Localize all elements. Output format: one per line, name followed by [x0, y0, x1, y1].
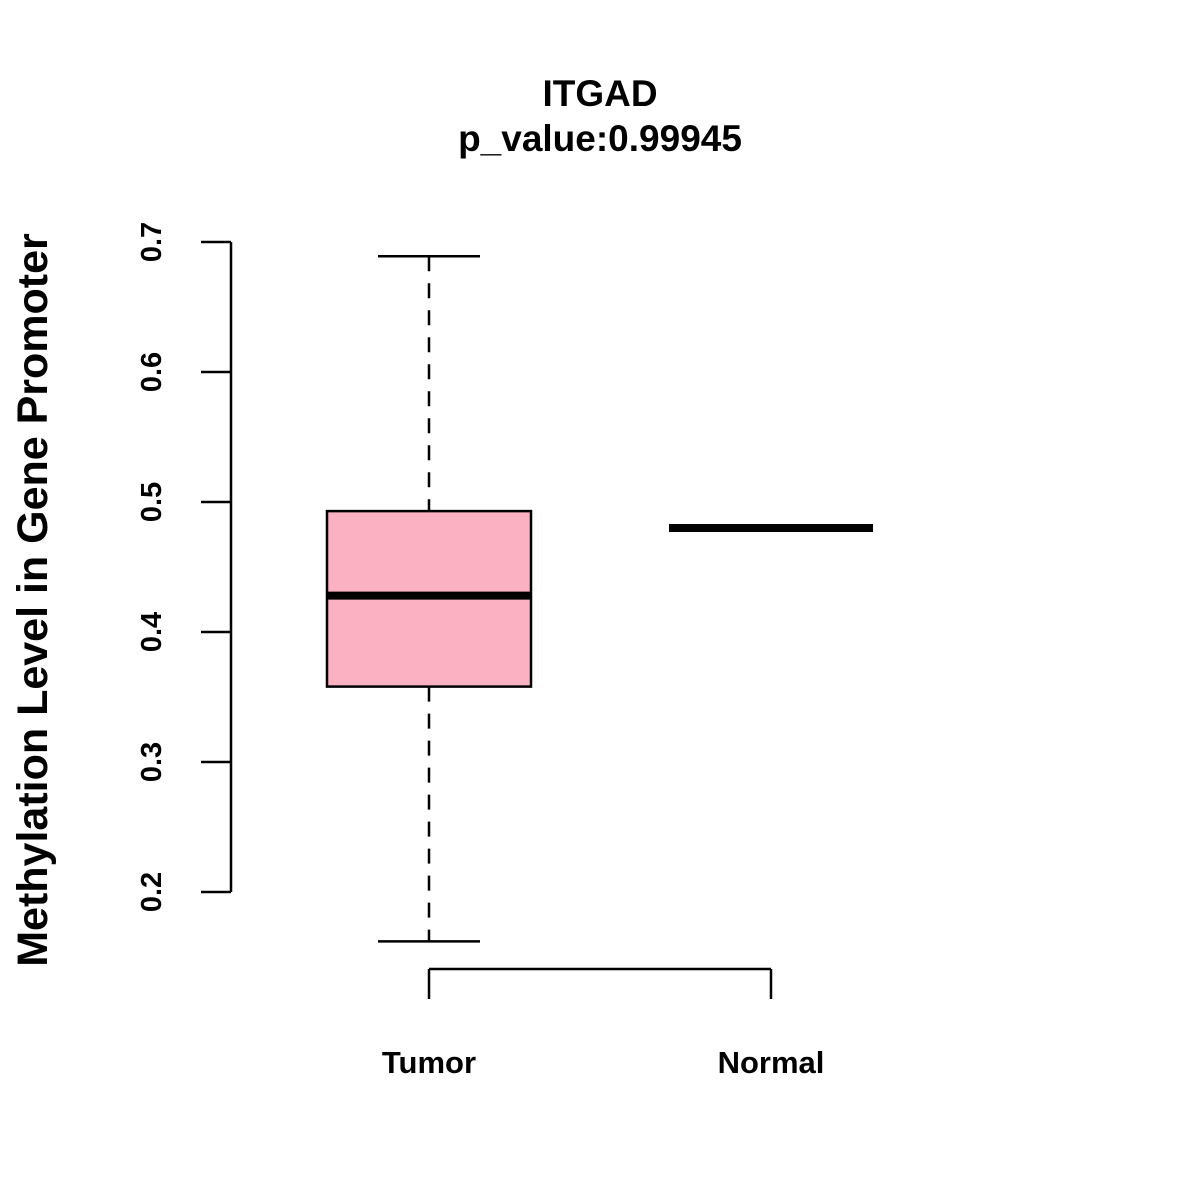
x-axis: Tumor Normal [382, 967, 825, 1080]
x-tick-label: Normal [718, 1045, 825, 1080]
y-axis-label: Methylation Level in Gene Promoter [9, 233, 57, 967]
y-axis: 0.2 0.3 0.4 0.5 0.6 0.7 [136, 222, 233, 912]
x-tick-label: Tumor [382, 1045, 476, 1080]
y-tick-label: 0.7 [136, 222, 168, 262]
y-tick-label: 0.6 [136, 352, 168, 392]
y-tick-label: 0.2 [136, 872, 168, 912]
y-tick-label: 0.3 [136, 742, 168, 782]
y-tick-label: 0.4 [136, 612, 168, 652]
box-tumor [325, 255, 533, 943]
y-tick-label: 0.5 [136, 482, 168, 522]
box-series [325, 255, 873, 943]
chart-subtitle: p_value:0.99945 [458, 118, 742, 159]
chart-title: ITGAD [542, 73, 657, 114]
